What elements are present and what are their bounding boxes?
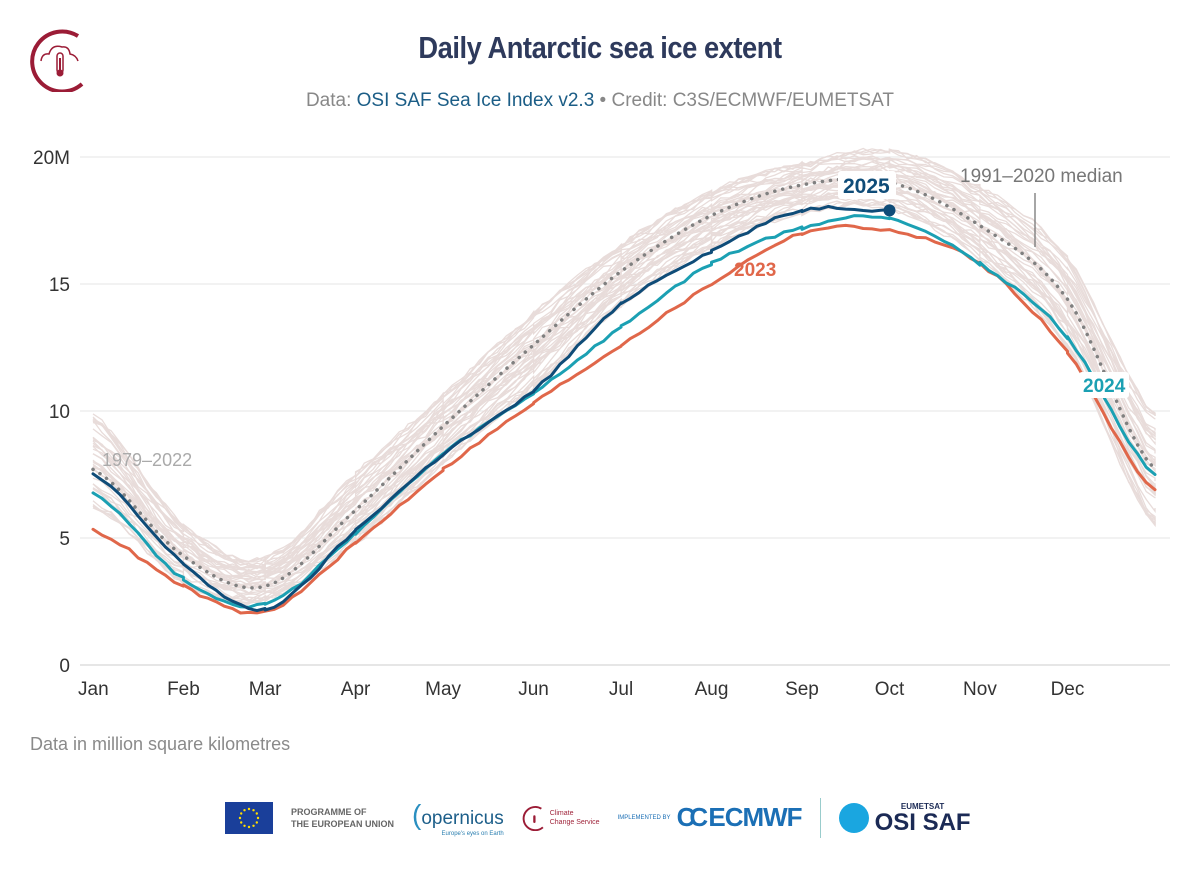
y-tick-label: 0: [59, 656, 70, 677]
background-range-label: 1979–2022: [102, 450, 192, 470]
x-tick-label: Oct: [875, 679, 905, 700]
ecmwf-label: ECMWF: [708, 802, 802, 832]
x-tick-label: Jul: [609, 679, 633, 700]
subtitle-credit: • Credit: C3S/ECMWF/EUMETSAT: [594, 90, 895, 111]
x-tick-label: Apr: [341, 679, 371, 700]
ecmwf-logo: IMPLEMENTED BY CC ECMWF: [617, 802, 803, 833]
label-2025-bg: [838, 171, 896, 199]
background-year-line: [92, 192, 1156, 597]
copernicus-tagline: Europe's eyes on Earth: [441, 830, 504, 837]
x-tick-label: May: [425, 679, 461, 700]
median-label: 1991–2020 median: [960, 166, 1123, 187]
label-2024: 2024: [1083, 376, 1126, 397]
eu-flag-icon: [225, 801, 273, 834]
eu-programme-text: PROGRAMME OF THE EUROPEAN UNION: [291, 806, 394, 830]
eu-text-2: THE EUROPEAN UNION: [291, 818, 395, 829]
background-year-line: [92, 156, 1156, 570]
osisaf-icon: [838, 802, 869, 833]
background-year-line: [92, 201, 1156, 604]
data-source-link[interactable]: OSI SAF Sea Ice Index v2.3: [356, 90, 595, 111]
x-tick-label: Aug: [695, 679, 729, 700]
y-tick-label: 5: [59, 529, 70, 550]
osisaf-text: OSI SAF: [874, 808, 971, 836]
background-year-line: [92, 193, 1156, 596]
label-2025: 2025: [843, 175, 890, 198]
background-year-line: [92, 169, 1156, 580]
background-year-line: [92, 156, 1156, 571]
x-tick-label: Mar: [249, 679, 282, 700]
background-year-line: [92, 168, 1156, 577]
ecmwf-text: CC ECMWF: [676, 802, 803, 832]
subtitle-prefix: Data:: [305, 90, 357, 111]
ccs-text-2: Change Service: [549, 818, 600, 826]
y-tick-label: 10: [49, 402, 70, 423]
ccs-logo: Climate Change Service: [522, 805, 600, 831]
background-year-line: [92, 201, 1156, 604]
x-tick-label: Dec: [1051, 679, 1085, 700]
background-year-line: [92, 148, 1156, 563]
eumetsat-text: EUMETSAT: [900, 801, 945, 811]
y-tick-label: 15: [49, 275, 70, 296]
background-year-line: [92, 154, 1156, 567]
implemented-by-text: IMPLEMENTED BY: [617, 814, 671, 821]
x-tick-label: Jan: [78, 679, 109, 700]
latest-2025-point: [883, 204, 896, 217]
background-year-line: [92, 189, 1156, 594]
chart-title: Daily Antarctic sea ice extent: [418, 30, 782, 65]
c3s-logo: [30, 29, 84, 92]
footer-logos: PROGRAMME OF THE EUROPEAN UNION (opernic…: [225, 795, 971, 840]
chart-subtitle: Data: OSI SAF Sea Ice Index v2.3 • Credi…: [0, 90, 1200, 112]
background-year-line: [92, 168, 1156, 580]
series-line-2025: [91, 204, 891, 613]
background-year-line: [92, 169, 1156, 580]
x-tick-label: Jun: [518, 679, 549, 700]
label-2024-bg: [1079, 372, 1129, 398]
osisaf-logo: EUMETSAT OSI SAF: [838, 801, 971, 836]
background-year-line: [92, 170, 1156, 580]
x-tick-label: Nov: [963, 679, 997, 700]
logo-divider: [819, 797, 821, 838]
series-line-2024: [91, 214, 1157, 609]
ccs-icon: [522, 805, 544, 831]
x-tick-label: Sep: [785, 679, 819, 700]
copernicus-text: opernicus: [421, 807, 504, 829]
copernicus-logo: (opernicus Europe's eyes on Earth: [412, 798, 504, 837]
background-year-line: [92, 165, 1156, 576]
eu-text-1: PROGRAMME OF: [291, 806, 367, 817]
ccs-text-1: Climate: [549, 809, 574, 817]
unit-note: Data in million square kilometres: [30, 734, 291, 754]
y-tick-label: 20M: [33, 148, 70, 169]
background-year-line: [92, 147, 1156, 563]
x-tick-label: Feb: [167, 679, 200, 700]
label-2023: 2023: [734, 260, 776, 281]
